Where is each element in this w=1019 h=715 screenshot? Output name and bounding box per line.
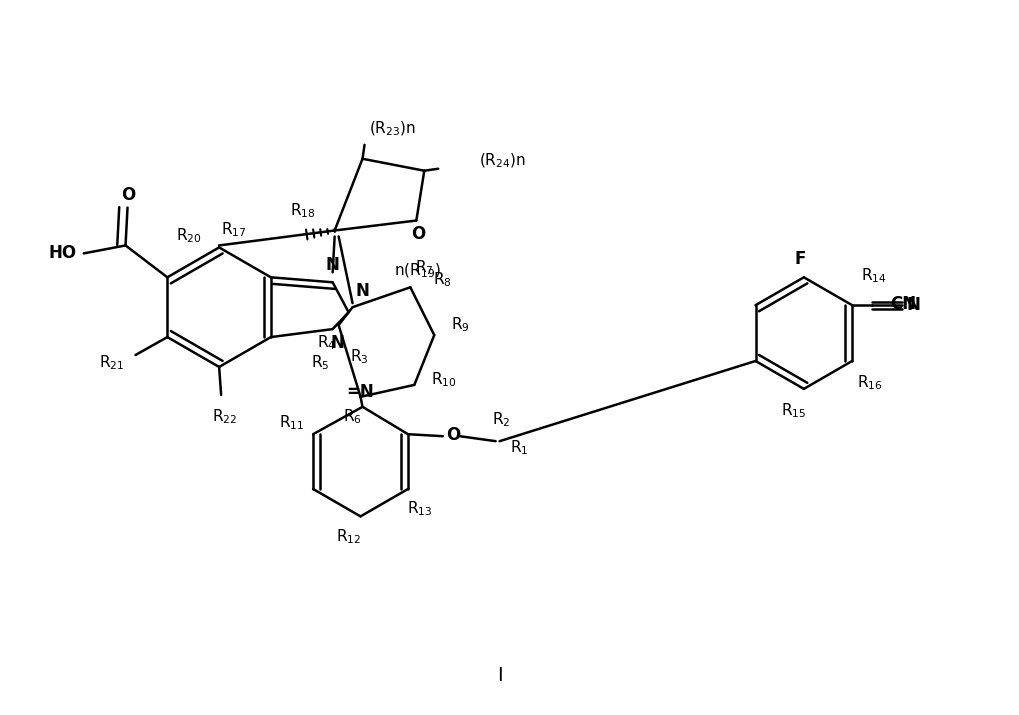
Text: (R$_{24}$)n: (R$_{24}$)n <box>479 152 526 170</box>
Text: R$_{16}$: R$_{16}$ <box>857 373 882 393</box>
Text: I: I <box>497 666 502 685</box>
Text: R$_{21}$: R$_{21}$ <box>99 354 124 373</box>
Text: R$_5$: R$_5$ <box>312 354 330 373</box>
Text: N: N <box>331 334 344 352</box>
Text: R$_{14}$: R$_{14}$ <box>861 266 887 285</box>
Text: HO: HO <box>49 245 76 262</box>
Text: R$_{18}$: R$_{18}$ <box>290 201 316 220</box>
Text: n(R$_{19}$): n(R$_{19}$) <box>394 261 441 280</box>
Text: O: O <box>412 225 426 244</box>
Text: R$_{20}$: R$_{20}$ <box>176 226 202 245</box>
Text: R$_2$: R$_2$ <box>492 410 511 428</box>
Text: R$_7$: R$_7$ <box>415 258 434 277</box>
Text: N: N <box>356 282 370 300</box>
Text: N: N <box>326 257 339 275</box>
Text: =N: =N <box>346 383 374 401</box>
Text: R$_6$: R$_6$ <box>343 408 362 426</box>
Text: R$_9$: R$_9$ <box>450 316 470 335</box>
Text: R$_{12}$: R$_{12}$ <box>336 527 361 546</box>
Text: R$_4$: R$_4$ <box>317 334 336 352</box>
Text: R$_{22}$: R$_{22}$ <box>212 408 236 426</box>
Text: O: O <box>445 426 460 444</box>
Text: CN: CN <box>890 295 916 313</box>
Text: R$_{13}$: R$_{13}$ <box>408 500 433 518</box>
Text: R$_1$: R$_1$ <box>511 438 529 456</box>
Text: R$_{17}$: R$_{17}$ <box>221 220 247 239</box>
Text: R$_8$: R$_8$ <box>433 270 451 289</box>
Text: (R$_{23}$)n: (R$_{23}$)n <box>369 119 416 138</box>
Text: N: N <box>907 296 921 314</box>
Text: R$_{11}$: R$_{11}$ <box>278 413 304 432</box>
Text: O: O <box>121 186 136 204</box>
Text: R$_{15}$: R$_{15}$ <box>782 401 806 420</box>
Text: R$_{10}$: R$_{10}$ <box>431 370 458 389</box>
Text: F: F <box>794 250 806 268</box>
Text: R$_3$: R$_3$ <box>351 347 369 366</box>
